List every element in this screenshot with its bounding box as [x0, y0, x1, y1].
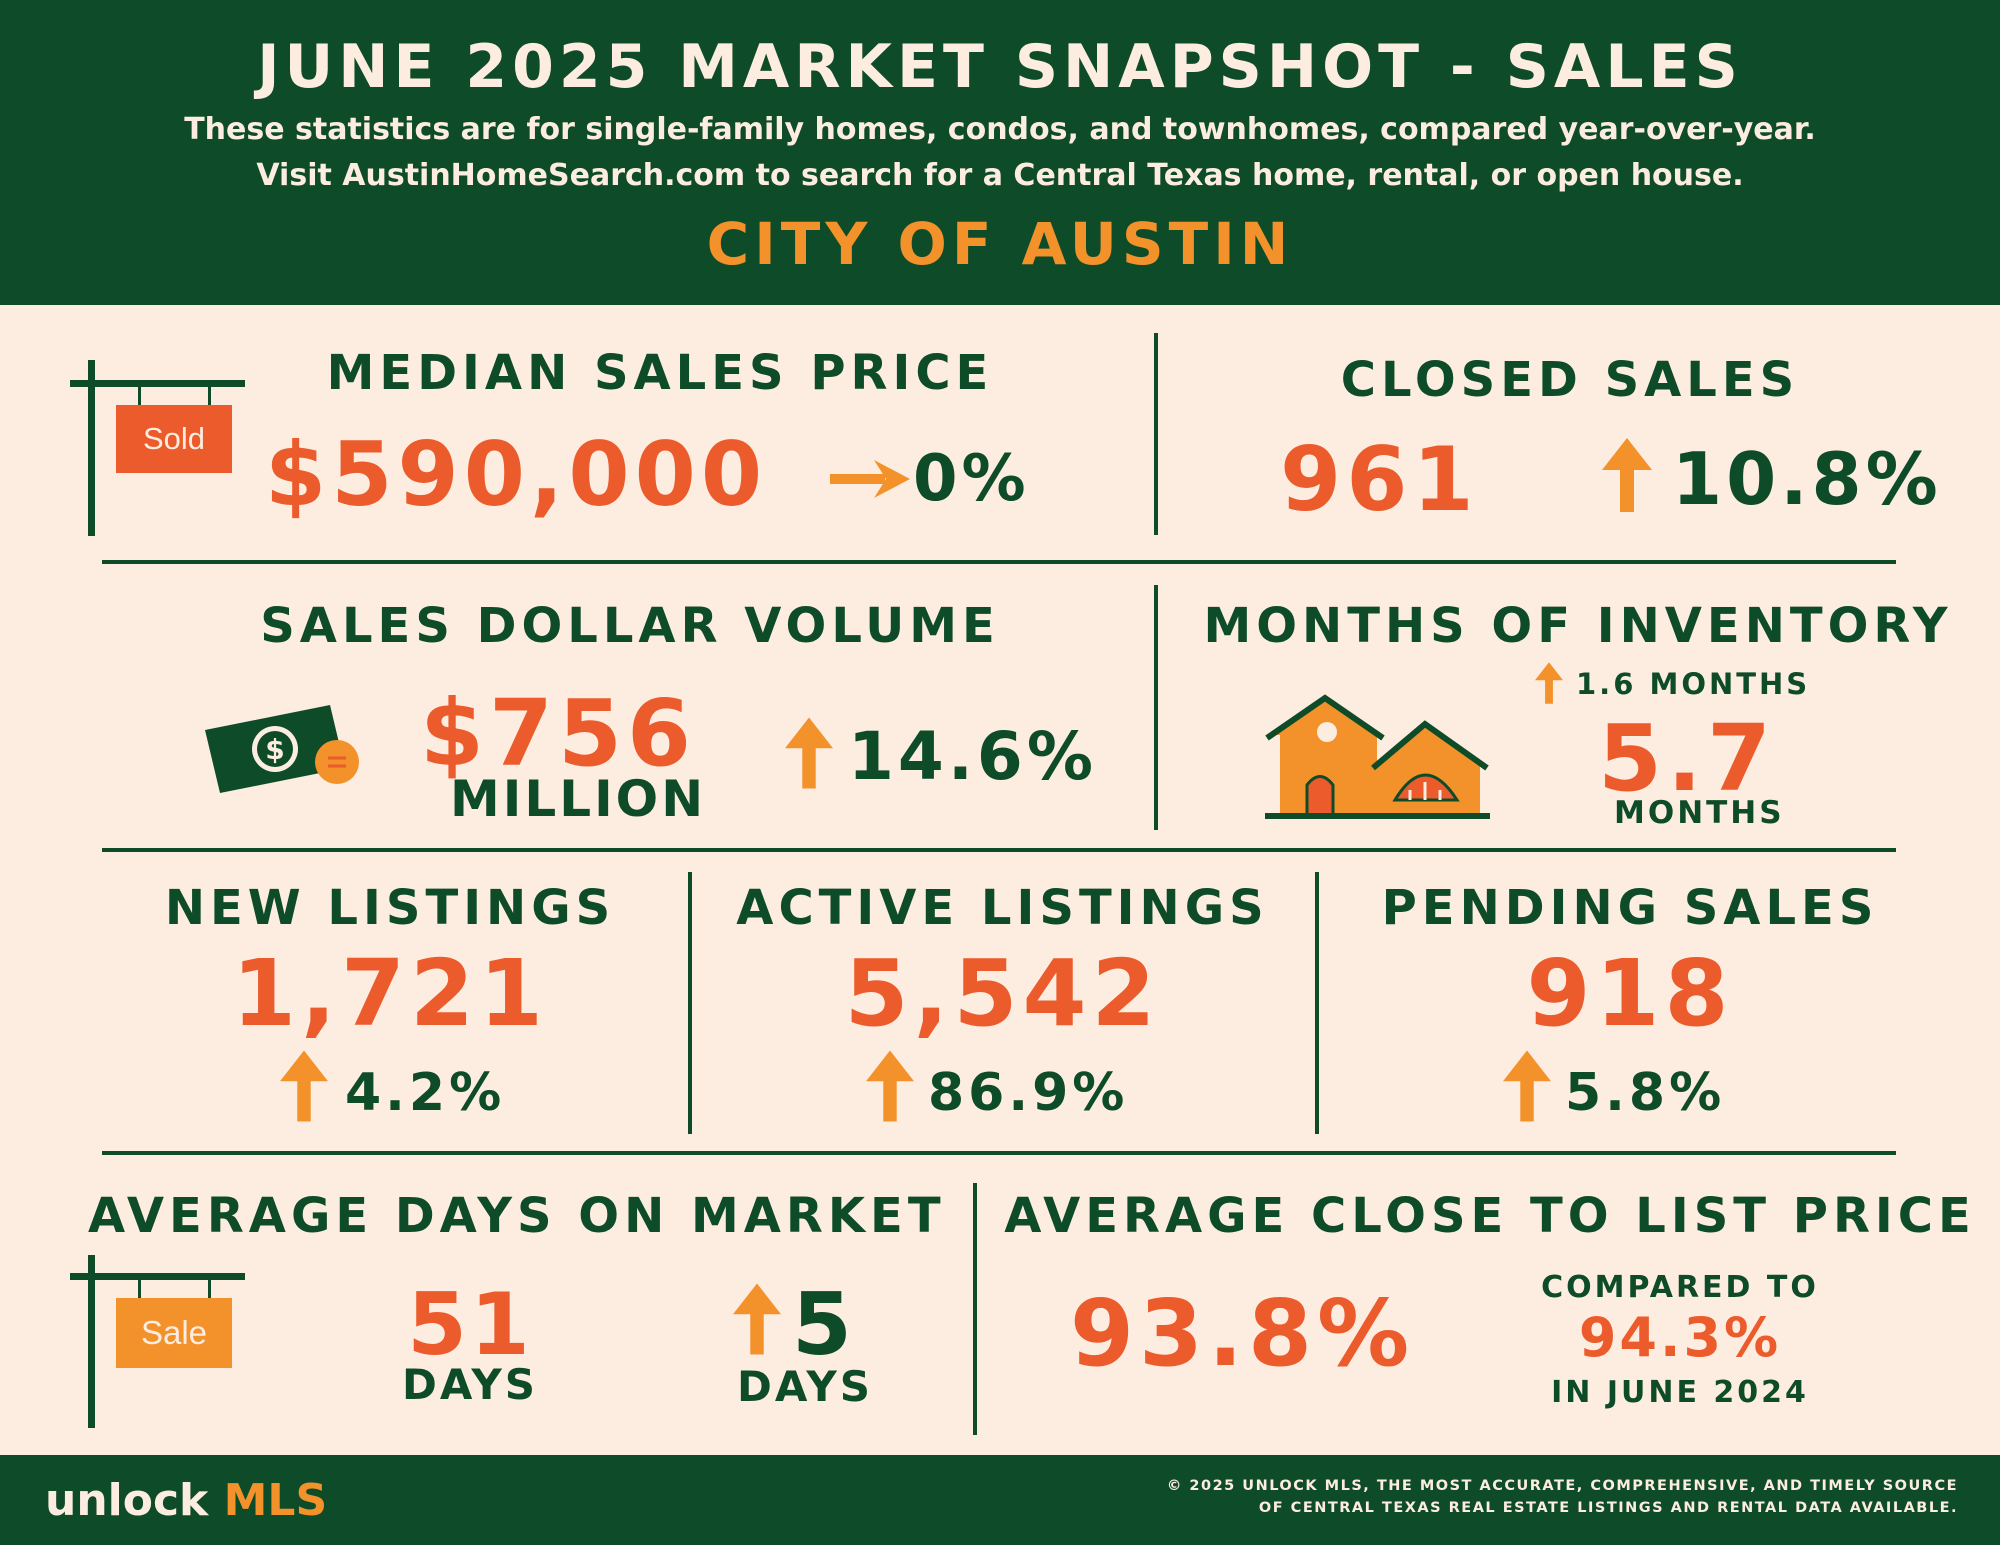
sales-dollar-volume-unit: MILLION	[450, 770, 707, 828]
region-title: CITY OF AUSTIN	[706, 210, 1294, 278]
avg-days-on-market-value: 51	[407, 1275, 533, 1375]
avg-close-to-list-value: 93.8%	[1070, 1280, 1415, 1387]
arrow-up-icon	[733, 1283, 781, 1355]
svg-text:$: $	[265, 733, 284, 766]
arrow-up-icon	[1503, 1050, 1551, 1122]
divider-col-row3a	[688, 872, 692, 1134]
house-icon	[1265, 694, 1490, 819]
unlock-mls-logo: unlock MLS	[45, 1475, 327, 1526]
divider-row-2	[102, 848, 1896, 852]
divider-row-3	[102, 1151, 1896, 1155]
divider-col-row2	[1154, 585, 1158, 830]
money-icon: $	[205, 705, 359, 793]
arrow-up-icon	[866, 1050, 914, 1122]
new-listings-change: 4.2%	[345, 1063, 506, 1123]
sale-sign-text: Sale	[140, 1314, 208, 1351]
divider-col-row4	[973, 1183, 977, 1435]
sales-dollar-volume-change: 14.6%	[848, 718, 1097, 795]
new-listings-title: NEW LISTINGS	[164, 880, 616, 936]
median-sales-price-change: 0%	[913, 442, 1030, 516]
active-listings-value: 5,542	[844, 940, 1161, 1047]
months-of-inventory-value: 5.7	[1598, 705, 1776, 812]
sale-sign-icon	[70, 1255, 245, 1428]
active-listings-title: ACTIVE LISTINGS	[736, 880, 1269, 936]
sold-sign-icon	[70, 360, 245, 536]
divider-col-row3b	[1315, 872, 1319, 1134]
compare-label: COMPARED TO	[1541, 1270, 1819, 1305]
months-of-inventory-change: 1.6 MONTHS	[1576, 667, 1811, 701]
arrow-up-icon	[785, 717, 833, 789]
closed-sales-title: CLOSED SALES	[1340, 352, 1800, 408]
copyright-line-1: © 2025 UNLOCK MLS, THE MOST ACCURATE, CO…	[1166, 1478, 1958, 1494]
arrow-up-icon	[1535, 662, 1563, 704]
logo-text-unlock: unlock	[45, 1475, 224, 1526]
new-listings-value: 1,721	[231, 940, 548, 1047]
page-title: JUNE 2025 MARKET SNAPSHOT - SALES	[257, 32, 1743, 102]
median-sales-price-value: $590,000	[265, 423, 768, 526]
median-sales-price-title: MEDIAN SALES PRICE	[326, 345, 994, 401]
compare-value: 94.3%	[1578, 1306, 1782, 1369]
avg-days-on-market-unit: DAYS	[401, 1360, 538, 1409]
logo-text-mls: MLS	[223, 1475, 328, 1526]
avg-days-on-market-title: AVERAGE DAYS ON MARKET	[88, 1188, 946, 1244]
sales-dollar-volume-title: SALES DOLLAR VOLUME	[260, 598, 1000, 654]
active-listings-change: 86.9%	[928, 1063, 1129, 1123]
pending-sales-value: 918	[1526, 940, 1734, 1047]
header-banner	[0, 0, 2000, 305]
compare-period: IN JUNE 2024	[1551, 1375, 1809, 1410]
avg-days-on-market-change-unit: DAYS	[736, 1362, 873, 1411]
avg-close-to-list-title: AVERAGE CLOSE TO LIST PRICE	[1004, 1188, 1976, 1244]
arrow-up-icon	[1602, 438, 1652, 512]
sold-sign-text: Sold	[142, 421, 206, 456]
months-of-inventory-title: MONTHS OF INVENTORY	[1203, 598, 1953, 654]
pending-sales-title: PENDING SALES	[1381, 880, 1879, 936]
avg-days-on-market-change: 5	[792, 1275, 856, 1375]
subtitle-line-1: These statistics are for single-family h…	[184, 112, 1816, 147]
copyright-line-2: OF CENTRAL TEXAS REAL ESTATE LISTINGS AN…	[1258, 1500, 1958, 1516]
pending-sales-change: 5.8%	[1565, 1063, 1726, 1123]
subtitle-line-2: Visit AustinHomeSearch.com to search for…	[256, 158, 1744, 193]
arrow-right-icon	[830, 460, 910, 498]
closed-sales-change: 10.8%	[1672, 437, 1942, 521]
divider-row-1	[102, 560, 1896, 564]
arrow-up-icon	[280, 1050, 328, 1122]
closed-sales-value: 961	[1280, 428, 1479, 531]
divider-col-row1	[1154, 333, 1158, 535]
sales-dollar-volume-value: $756	[420, 680, 697, 787]
footer-banner	[0, 1455, 2000, 1545]
months-of-inventory-unit: MONTHS	[1614, 795, 1785, 831]
